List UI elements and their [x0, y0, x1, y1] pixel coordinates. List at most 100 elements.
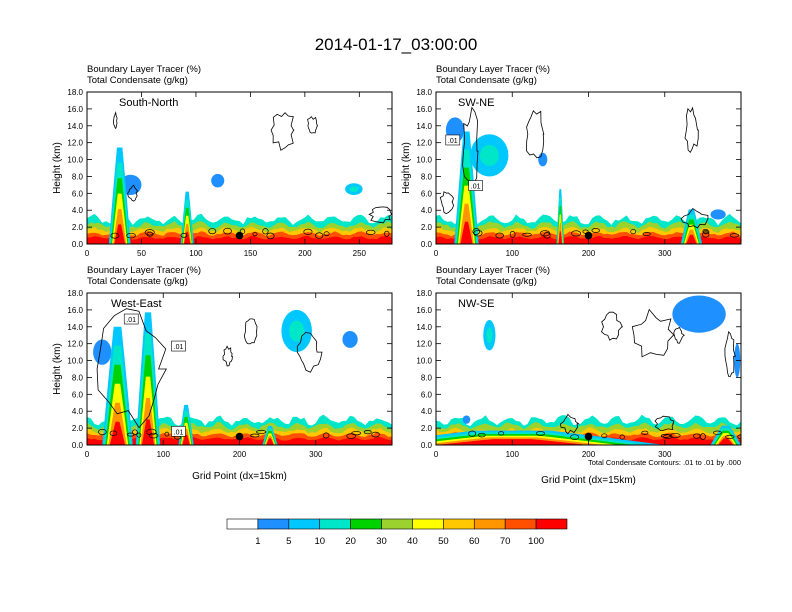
panel-sw-ne: .01 .01 0.0 2.0 4.0 6.0 8.0 10.0 12.0 14.0 16.0 18.…	[401, 64, 742, 258]
colorbar-swatch	[381, 518, 413, 530]
low-contour	[136, 432, 142, 438]
panel-subtitle: Total Condensate (g/kg)	[87, 75, 188, 86]
condensate-contour	[127, 184, 138, 202]
x-tick-label: 300	[658, 249, 672, 258]
plume-level	[183, 231, 191, 244]
low-contour	[384, 230, 390, 237]
y-tick-label: 12.0	[67, 139, 83, 148]
panel-label: South-North	[119, 97, 178, 109]
plume-level	[558, 231, 563, 244]
low-contour	[591, 228, 600, 233]
low-contour	[371, 431, 380, 438]
y-tick-label: 6.0	[421, 189, 433, 198]
colorbar-label: 1	[255, 536, 260, 547]
y-tick-label: 14.0	[67, 323, 83, 332]
panel-west-east: .01 .01 .01 0.0 2.0 4.0 6.0 8.0 10.0 12.0 14.0 16.0…	[52, 265, 393, 482]
x-tick-label: 0	[85, 450, 90, 459]
colorbar-label: 5	[286, 536, 291, 547]
colorbar-label: 10	[314, 536, 325, 547]
low-contour	[363, 430, 372, 435]
plume-level	[109, 421, 126, 445]
y-tick-label: 18.0	[67, 289, 83, 298]
panel-subtitle: Total Condensate (g/kg)	[87, 276, 188, 287]
panels: 0.0 2.0 4.0 6.0 8.0 10.0 12.0 14.0 16.0 18.0 0 50 10…	[52, 64, 742, 486]
low-contour	[543, 232, 551, 239]
low-contour	[180, 232, 188, 238]
panel-south-north: 0.0 2.0 4.0 6.0 8.0 10.0 12.0 14.0 16.0 18.0 0 50 10…	[52, 64, 393, 258]
plot-frame	[86, 91, 393, 245]
colorbar-swatch	[504, 518, 537, 530]
x-tick-label: 100	[157, 450, 171, 459]
x-tick-label: 300	[658, 450, 672, 459]
colorbar: 1 5 10 20 30 40 50 60 70 100	[226, 518, 568, 547]
colorbar-swatch	[412, 518, 444, 530]
low-contour	[208, 228, 217, 235]
x-tick-label: 200	[582, 450, 596, 459]
colorbar-swatch	[443, 518, 475, 530]
condensate-contour	[526, 110, 545, 159]
condensate-contour	[560, 413, 580, 435]
colorbar-swatch	[288, 518, 321, 530]
location-marker	[235, 432, 244, 441]
x-tick-label: 100	[506, 249, 520, 258]
low-contour	[468, 430, 477, 437]
y-tick-label: 0.0	[421, 240, 433, 249]
y-axis-label: Height (km)	[52, 142, 63, 194]
low-contour	[729, 233, 740, 238]
y-tick-label: 2.0	[72, 424, 84, 433]
cloud-blob	[93, 339, 112, 365]
low-contour	[702, 229, 710, 235]
low-contour	[571, 230, 582, 237]
y-tick-label: 0.0	[421, 441, 433, 450]
y-tick-label: 14.0	[416, 122, 432, 131]
y-tick-label: 2.0	[421, 424, 433, 433]
low-contour	[132, 429, 138, 436]
y-tick-label: 16.0	[416, 105, 432, 114]
colorbar-label: 70	[500, 536, 511, 547]
panel-subtitle: Boundary Layer Tracer (%)	[436, 265, 550, 276]
colorbar-swatch	[257, 518, 290, 530]
condensate-contour	[673, 326, 686, 344]
colorbar-swatch	[319, 518, 351, 530]
cloud-core	[486, 327, 493, 343]
plume-level	[460, 221, 473, 244]
y-tick-label: 6.0	[421, 390, 433, 399]
condensate-contour	[680, 207, 709, 229]
low-contour	[495, 232, 504, 239]
condensate-contour	[601, 311, 624, 341]
colorbar-swatch	[350, 518, 382, 530]
condensate-contour	[684, 106, 699, 153]
low-contour	[250, 433, 260, 438]
figure-title: 2014-01-17_03:00:00	[315, 35, 478, 54]
condensate-contour	[307, 116, 319, 134]
low-contour	[713, 430, 722, 435]
plume-level	[141, 419, 155, 445]
plume-level	[686, 234, 697, 244]
low-contour	[322, 432, 330, 439]
y-tick-label: 8.0	[72, 172, 84, 181]
panel-nw-se: 0.0 2.0 4.0 6.0 8.0 10.0 12.0 14.0 16.0 18.0 0 100 2…	[416, 265, 742, 486]
cloud-core	[349, 186, 359, 193]
low-contour	[148, 432, 159, 439]
condensate-contour	[270, 112, 295, 151]
colorbar-label: 100	[528, 536, 544, 547]
contour-label: .01	[448, 138, 458, 145]
plume-level	[266, 438, 274, 445]
contour-label-box	[468, 180, 483, 191]
condensate-contour	[243, 318, 258, 345]
low-contour	[660, 433, 671, 438]
y-tick-label: 2.0	[421, 223, 433, 232]
low-contour	[146, 428, 157, 436]
cloud-blob	[462, 415, 471, 424]
colorbar-label: 60	[469, 536, 480, 547]
contour-label: .01	[471, 184, 481, 191]
y-tick-label: 2.0	[72, 223, 84, 232]
panel-label: SW-NE	[458, 97, 494, 109]
location-marker	[235, 231, 244, 240]
y-tick-label: 8.0	[421, 373, 433, 382]
low-contour	[126, 232, 136, 239]
x-axis-label: Grid Point (dx=15km)	[192, 471, 287, 482]
x-tick-label: 50	[137, 249, 146, 258]
low-contour	[477, 432, 486, 438]
colorbar-swatch	[473, 518, 506, 530]
